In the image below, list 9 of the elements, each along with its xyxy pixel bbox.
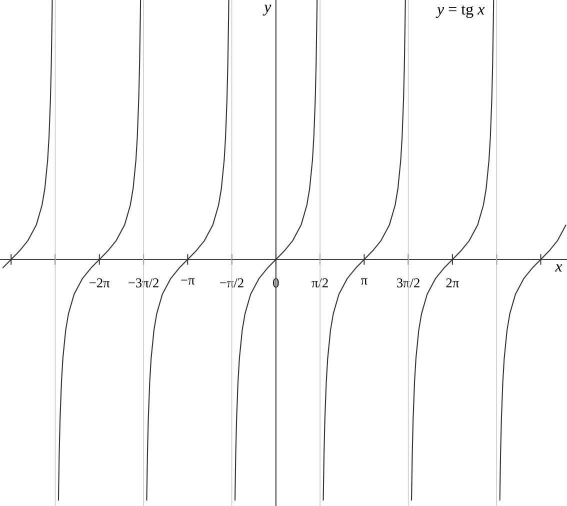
x-tick-label: −2π [90, 278, 110, 288]
x-tick-label: π [361, 278, 368, 285]
x-tick-label: 2π [446, 278, 459, 288]
chart-title: y = tg x [436, 5, 485, 18]
x-tick-label: −π [181, 278, 195, 285]
x-tick-label: π/2 [312, 278, 328, 288]
x-tick-label: −3π/2 [128, 278, 158, 288]
y-axis-title: y [262, 4, 272, 16]
x-axis-title: x [555, 264, 562, 272]
